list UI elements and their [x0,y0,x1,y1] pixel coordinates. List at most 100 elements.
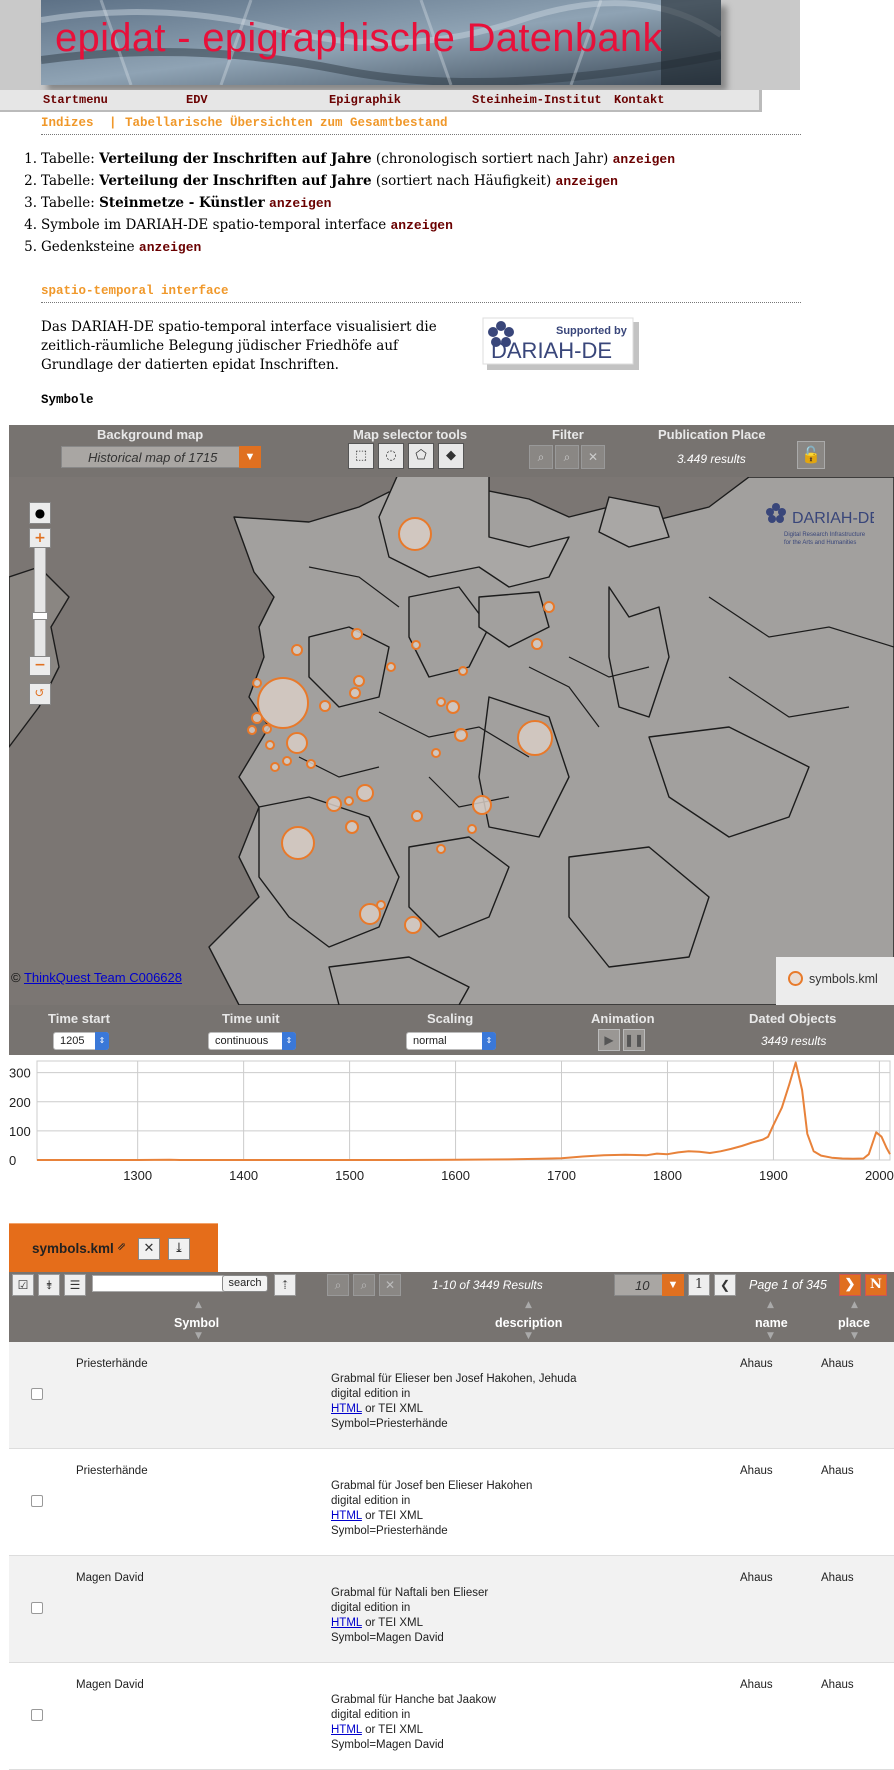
background-map-value: Historical map of 1715 [88,450,218,465]
previous-page-icon[interactable]: ❮ [714,1274,736,1296]
copyright-link[interactable]: ThinkQuest Team C006628 [23,970,182,985]
sort-down-icon[interactable]: ▼ [851,1331,858,1341]
chevron-updown-icon[interactable]: ⇕ [482,1032,496,1050]
show-link[interactable]: anzeigen [269,196,332,211]
close-icon[interactable]: ✕ [138,1238,160,1260]
external-link-icon[interactable]: ⇗ [117,1240,127,1253]
dariah-support-badge[interactable]: Supported by DARIAH-DE [481,316,641,371]
x-tick-label: 1600 [441,1168,470,1183]
filter-invert-icon[interactable]: ⌕ [353,1274,375,1296]
cell-name: Ahaus [740,1465,773,1477]
timeline-chart[interactable]: 1300 1400 1500 1600 1700 1800 1900 2000 0 100 200 3… [9,1055,894,1188]
next-page-icon[interactable]: ❯ [839,1274,861,1296]
search-button[interactable]: search [222,1275,268,1292]
scaling-select[interactable]: normal ⇕ [406,1032,496,1050]
sort-down-icon[interactable]: ▼ [195,1331,202,1341]
nav-epigraphik[interactable]: Epigraphik [329,93,402,107]
lock-icon[interactable]: 🔓 [797,441,825,469]
locate-icon[interactable]: ● [29,502,51,524]
badge-name-text: DARIAH-DE [491,338,612,363]
table-row: Priesterhände Grabmal für Elieser ben Jo… [9,1342,894,1449]
select-all-icon[interactable]: ☑ [12,1274,34,1296]
legend-circle-icon [788,971,803,986]
desc-tei: or TEI XML [361,1617,424,1629]
chevron-down-icon[interactable]: ▼ [239,446,261,468]
zoom-out-icon[interactable]: − [29,656,51,676]
row-checkbox[interactable] [31,1388,43,1400]
filter-invert-icon[interactable]: ⌕ [555,445,579,469]
background-map-select[interactable]: Historical map of 1715 ▼ [61,446,261,468]
show-link[interactable]: anzeigen [390,218,453,233]
nav-kontakt[interactable]: Kontakt [614,93,665,107]
cell-name: Ahaus [740,1358,773,1370]
dated-objects-results: 3449 results [761,1034,827,1048]
row-checkbox[interactable] [31,1709,43,1721]
sort-down-icon[interactable]: ▼ [525,1331,532,1341]
column-description[interactable]: description [495,1316,563,1330]
zoom-slider[interactable] [32,548,48,656]
play-icon[interactable]: ▶ [598,1029,620,1051]
filter-clear-icon[interactable]: ✕ [581,445,605,469]
chevron-updown-icon[interactable]: ⇕ [282,1032,296,1050]
filter-clear-icon[interactable]: ✕ [379,1274,401,1296]
time-start-select[interactable]: 1205 ⇕ [53,1032,109,1050]
desc-symbol: Symbol=Priesterhände [331,1525,448,1537]
desc-symbol: Symbol=Priesterhände [331,1418,448,1430]
show-link[interactable]: anzeigen [138,240,202,255]
sort-up-icon[interactable]: ▲ [767,1300,774,1310]
zoom-slider-handle[interactable] [32,612,48,620]
table-search-input[interactable] [92,1275,226,1292]
html-link[interactable]: HTML [331,1403,362,1415]
nav-edv[interactable]: EDV [186,93,208,107]
html-link[interactable]: HTML [331,1617,362,1629]
upload-icon[interactable]: ⇡ [274,1274,296,1296]
time-unit-select[interactable]: continuous ⇕ [208,1032,296,1050]
list-text: Tabelle: [41,173,100,189]
column-place[interactable]: place [838,1316,870,1330]
table-row: Magen David Grabmal für Hanche bat Jaako… [9,1663,894,1770]
export-icon[interactable]: ⤓ [168,1238,190,1260]
pause-icon[interactable]: ❚❚ [623,1029,645,1051]
circle-select-icon[interactable]: ◌ [378,443,404,469]
filter-zoom-icon[interactable]: ⌕ [327,1274,349,1296]
x-tick-label: 1500 [335,1168,364,1183]
html-link[interactable]: HTML [331,1724,362,1736]
last-page-icon[interactable]: N [865,1274,887,1296]
y-tick-label: 100 [9,1124,31,1139]
filter-zoom-icon[interactable]: ⌕ [529,445,553,469]
reset-view-icon[interactable]: ↺ [29,683,51,705]
map-view[interactable]: ● + − ↺ DARIAH-DE Digital Research Infra… [9,477,894,1005]
page-number[interactable]: 1 [688,1274,710,1296]
sort-down-icon[interactable]: ▼ [767,1331,774,1341]
menu-icon[interactable]: ☰ [64,1274,86,1296]
zoom-in-icon[interactable]: + [29,528,51,548]
show-link[interactable]: anzeigen [555,174,618,189]
show-link[interactable]: anzeigen [612,152,676,167]
historical-map-svg [9,477,894,1005]
polygon-select-icon[interactable]: ⬠ [408,443,434,469]
column-symbol[interactable]: Symbol [174,1316,220,1330]
sort-up-icon[interactable]: ▲ [195,1300,202,1310]
country-select-icon[interactable]: ◆ [438,443,464,469]
sort-up-icon[interactable]: ▲ [851,1300,858,1310]
time-unit-title: Time unit [222,1011,280,1026]
results-per-page-select[interactable]: 10 ▼ [614,1274,684,1296]
nav-startmenu[interactable]: Startmenu [43,93,108,107]
x-tick-label: 1400 [229,1168,258,1183]
table-tab[interactable]: symbols.kml ⇗ ✕ ⤓ [9,1223,218,1272]
breadcrumb-indizes[interactable]: Indizes [41,116,94,130]
cell-description: Grabmal für Naftali ben Elieser digital e… [331,1586,488,1646]
html-link[interactable]: HTML [331,1510,362,1522]
row-checkbox[interactable] [31,1602,43,1614]
nav-steinheim-institut[interactable]: Steinheim-Institut [472,93,602,107]
chevron-updown-icon[interactable]: ⇕ [95,1032,109,1050]
sort-up-icon[interactable]: ▲ [525,1300,532,1310]
banner-stone-image [41,0,721,85]
filter-rows-icon[interactable]: ⇟ [38,1274,60,1296]
row-checkbox[interactable] [31,1495,43,1507]
column-name[interactable]: name [755,1316,788,1330]
time-start-title: Time start [48,1011,110,1026]
chevron-down-icon[interactable]: ▼ [662,1274,684,1296]
zoom-control: ● + − ↺ [29,502,53,705]
square-select-icon[interactable]: ⬚ [348,443,374,469]
